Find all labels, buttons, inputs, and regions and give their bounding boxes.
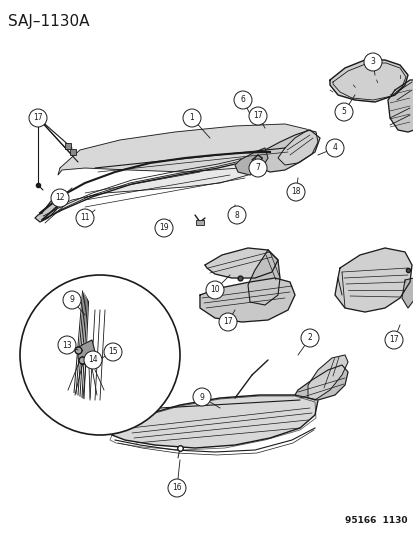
Circle shape: [248, 107, 266, 125]
Polygon shape: [199, 278, 294, 322]
Text: 9: 9: [199, 392, 204, 401]
Polygon shape: [204, 248, 277, 278]
Polygon shape: [247, 250, 279, 305]
Circle shape: [218, 313, 236, 331]
Circle shape: [58, 336, 76, 354]
Circle shape: [363, 53, 381, 71]
Bar: [65, 143, 71, 149]
Circle shape: [300, 329, 318, 347]
Circle shape: [233, 91, 252, 109]
Polygon shape: [329, 60, 407, 102]
Text: 13: 13: [62, 341, 71, 350]
Circle shape: [51, 189, 69, 207]
Text: 17: 17: [388, 335, 398, 344]
Text: 11: 11: [80, 214, 90, 222]
Text: 7: 7: [255, 164, 260, 173]
Circle shape: [104, 343, 122, 361]
Text: 12: 12: [55, 193, 64, 203]
Circle shape: [248, 159, 266, 177]
Circle shape: [334, 103, 352, 121]
Polygon shape: [235, 148, 267, 175]
Polygon shape: [254, 130, 319, 172]
Polygon shape: [387, 80, 413, 132]
Polygon shape: [294, 365, 347, 400]
Polygon shape: [35, 190, 62, 222]
Text: 14: 14: [88, 356, 97, 365]
Circle shape: [206, 281, 223, 299]
Circle shape: [29, 109, 47, 127]
Circle shape: [286, 183, 304, 201]
Text: 9: 9: [69, 295, 74, 304]
Circle shape: [228, 206, 245, 224]
Circle shape: [84, 351, 102, 369]
Polygon shape: [277, 130, 317, 165]
Circle shape: [168, 479, 185, 497]
Text: 8: 8: [234, 211, 239, 220]
Bar: [70, 149, 76, 155]
Circle shape: [183, 109, 201, 127]
Polygon shape: [40, 155, 261, 220]
Polygon shape: [112, 395, 317, 448]
Text: 15: 15: [108, 348, 118, 357]
Text: 17: 17: [253, 111, 262, 120]
Text: 17: 17: [33, 114, 43, 123]
Polygon shape: [307, 355, 347, 400]
Polygon shape: [401, 278, 413, 308]
Text: 95166  1130: 95166 1130: [345, 516, 407, 525]
Circle shape: [63, 291, 81, 309]
Bar: [195, 220, 204, 225]
Text: 19: 19: [159, 223, 169, 232]
Polygon shape: [58, 124, 309, 175]
Circle shape: [20, 275, 180, 435]
Text: 16: 16: [172, 483, 181, 492]
Text: SAJ–1130A: SAJ–1130A: [8, 14, 89, 29]
Polygon shape: [78, 340, 95, 365]
Text: 3: 3: [370, 58, 375, 67]
Circle shape: [192, 388, 211, 406]
Text: 4: 4: [332, 143, 337, 152]
Circle shape: [384, 331, 402, 349]
Polygon shape: [334, 248, 411, 312]
Text: 1: 1: [189, 114, 194, 123]
Text: 5: 5: [341, 108, 346, 117]
Text: 2: 2: [307, 334, 312, 343]
Circle shape: [325, 139, 343, 157]
Circle shape: [76, 209, 94, 227]
Text: 17: 17: [223, 318, 232, 327]
Text: 6: 6: [240, 95, 245, 104]
Text: 10: 10: [210, 286, 219, 295]
Text: 18: 18: [291, 188, 300, 197]
Circle shape: [154, 219, 173, 237]
